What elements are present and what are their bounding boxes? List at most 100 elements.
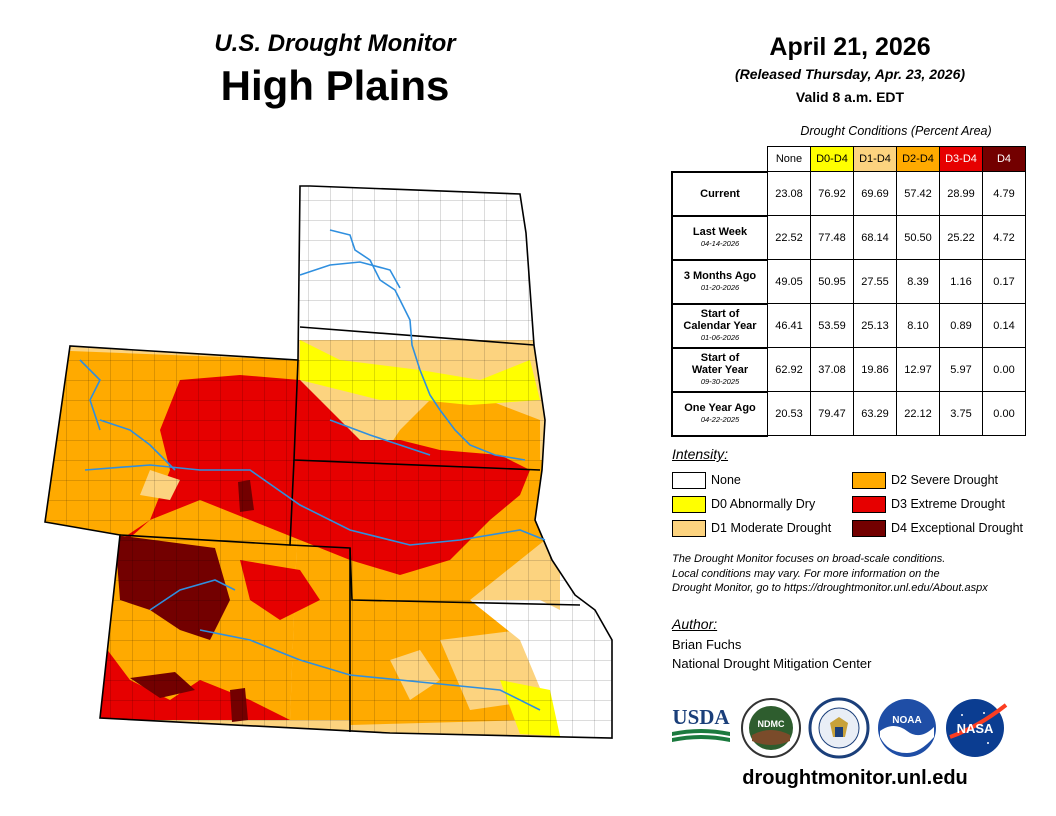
legend-label-none: None	[711, 473, 741, 487]
table-row: Current 23.08 76.92 69.69 57.42 28.99 4.…	[671, 170, 1026, 216]
table-cell: 0.00	[982, 347, 1026, 392]
legend-swatch-d1	[672, 520, 706, 537]
table-row: Last Week 04-14-2026 22.52 77.48 68.14 50…	[671, 214, 1026, 260]
table-cell: 62.92	[767, 347, 811, 392]
table-cell: 8.10	[896, 303, 940, 348]
table-cell: 50.50	[896, 215, 940, 260]
row-label: One Year Ago 04-22-2025	[671, 390, 768, 437]
row-label-text: One Year Ago	[684, 401, 756, 414]
legend-swatch-none	[672, 472, 706, 489]
ndmc-logo: NDMC	[741, 698, 801, 758]
table-cell: 4.79	[982, 171, 1026, 216]
row-date: 01-06-2026	[700, 332, 740, 342]
table-row: One Year Ago 04-22-2025 20.53 79.47 63.29…	[671, 390, 1026, 437]
valid-time: Valid 8 a.m. EDT	[795, 89, 905, 105]
noaa-logo: NOAA	[878, 699, 936, 757]
table-header-row: None D0-D4 D1-D4 D2-D4 D3-D4 D4	[672, 146, 1026, 172]
row-label-text: Last Week	[692, 225, 748, 238]
legend-swatch-d0	[672, 496, 706, 513]
table-cell: 8.39	[896, 259, 940, 304]
col-header-d0-d4: D0-D4	[810, 146, 854, 172]
row-label-text: Start of	[700, 351, 740, 364]
legend-label-d4: D4 Exceptional Drought	[891, 521, 1024, 535]
row-label-text: Current	[700, 187, 740, 200]
drought-map	[44, 185, 613, 739]
table-cell: 69.69	[853, 171, 897, 216]
table-cell: 57.42	[896, 171, 940, 216]
legend-label-d3: D3 Extreme Drought	[891, 497, 1005, 511]
usda-logo: USDA	[672, 705, 730, 742]
table-cell: 0.17	[982, 259, 1026, 304]
table-cell: 49.05	[767, 259, 811, 304]
legend-swatch-d4	[852, 520, 886, 537]
row-label: Start of Calendar Year 01-06-2026	[671, 302, 768, 348]
row-label: 3 Months Ago 01-20-2026	[671, 258, 768, 304]
table-row: Start of Water Year 09-30-2025 62.92 37.08…	[671, 346, 1026, 392]
table-cell: 27.55	[853, 259, 897, 304]
row-date: 04-14-2026	[700, 238, 740, 248]
legend-heading: Intensity:	[672, 446, 729, 462]
legend-label-d1: D1 Moderate Drought	[711, 521, 832, 535]
legend-swatch-d3	[852, 496, 886, 513]
row-label: Last Week 04-14-2026	[671, 214, 768, 260]
table-cell: 0.14	[982, 303, 1026, 348]
table-cell: 19.86	[853, 347, 897, 392]
legend-label-d2: D2 Severe Drought	[891, 473, 999, 487]
table-cell: 68.14	[853, 215, 897, 260]
note-line: Local conditions may vary. For more info…	[672, 567, 940, 580]
note-line: The Drought Monitor focuses on broad-sca…	[672, 553, 946, 565]
table-cell: 5.97	[939, 347, 983, 392]
author-heading: Author:	[672, 616, 718, 632]
release-date: (Released Thursday, Apr. 23, 2026)	[734, 66, 966, 82]
col-header-d3-d4: D3-D4	[939, 146, 983, 172]
nidis-logo	[808, 697, 870, 759]
website-url[interactable]: droughtmonitor.unl.edu	[742, 767, 968, 789]
legend-label-d0: D0 Abnormally Dry	[711, 497, 816, 511]
table-cell: 3.75	[939, 391, 983, 436]
table-cell: 46.41	[767, 303, 811, 348]
noaa-logo-text: NOAA	[892, 715, 921, 726]
table-cell: 77.48	[810, 215, 854, 260]
row-label-text: Start of	[700, 307, 740, 320]
drought-intensity-layer	[45, 186, 612, 738]
table-cell: 28.99	[939, 171, 983, 216]
nasa-logo-text: NASA	[957, 721, 994, 736]
table-row: Start of Calendar Year 01-06-2026 46.41 53…	[671, 302, 1026, 348]
table-cell: 0.00	[982, 391, 1026, 436]
table-caption: Drought Conditions (Percent Area)	[800, 124, 992, 138]
row-date: 04-22-2025	[700, 414, 740, 424]
row-label-text-2: Water Year	[691, 363, 749, 376]
table-cell: 79.47	[810, 391, 854, 436]
row-label-text: 3 Months Ago	[683, 269, 757, 282]
note-line: Drought Monitor, go to https://droughtmo…	[672, 582, 988, 594]
col-header-d1-d4: D1-D4	[853, 146, 897, 172]
table-cell: 23.08	[767, 171, 811, 216]
map-date: April 21, 2026	[769, 33, 931, 61]
ndmc-logo-text: NDMC	[758, 719, 785, 729]
table-cell: 63.29	[853, 391, 897, 436]
table-cell: 53.59	[810, 303, 854, 348]
map-region-title: High Plains	[220, 62, 450, 109]
row-label: Start of Water Year 09-30-2025	[671, 346, 768, 392]
nasa-logo: NASA	[946, 699, 1008, 757]
table-cell: 37.08	[810, 347, 854, 392]
author-organization: National Drought Mitigation Center	[672, 656, 872, 671]
disclaimer-note: The Drought Monitor focuses on broad-sca…	[672, 552, 1042, 596]
row-date: 01-20-2026	[700, 282, 740, 292]
table-cell: 20.53	[767, 391, 811, 436]
table-corner	[672, 147, 768, 172]
row-date: 09-30-2025	[700, 376, 740, 386]
col-header-none: None	[767, 146, 811, 172]
state-boundaries	[44, 185, 613, 739]
row-label-text-2: Calendar Year	[683, 319, 757, 332]
table-cell: 25.22	[939, 215, 983, 260]
table-cell: 22.52	[767, 215, 811, 260]
table-cell: 22.12	[896, 391, 940, 436]
rivers	[79, 229, 546, 711]
drought-conditions-table: None D0-D4 D1-D4 D2-D4 D3-D4 D4 Current …	[671, 146, 1026, 437]
table-cell: 0.89	[939, 303, 983, 348]
map-super-title: U.S. Drought Monitor	[214, 30, 456, 57]
table-cell: 1.16	[939, 259, 983, 304]
table-cell: 4.72	[982, 215, 1026, 260]
table-cell: 12.97	[896, 347, 940, 392]
